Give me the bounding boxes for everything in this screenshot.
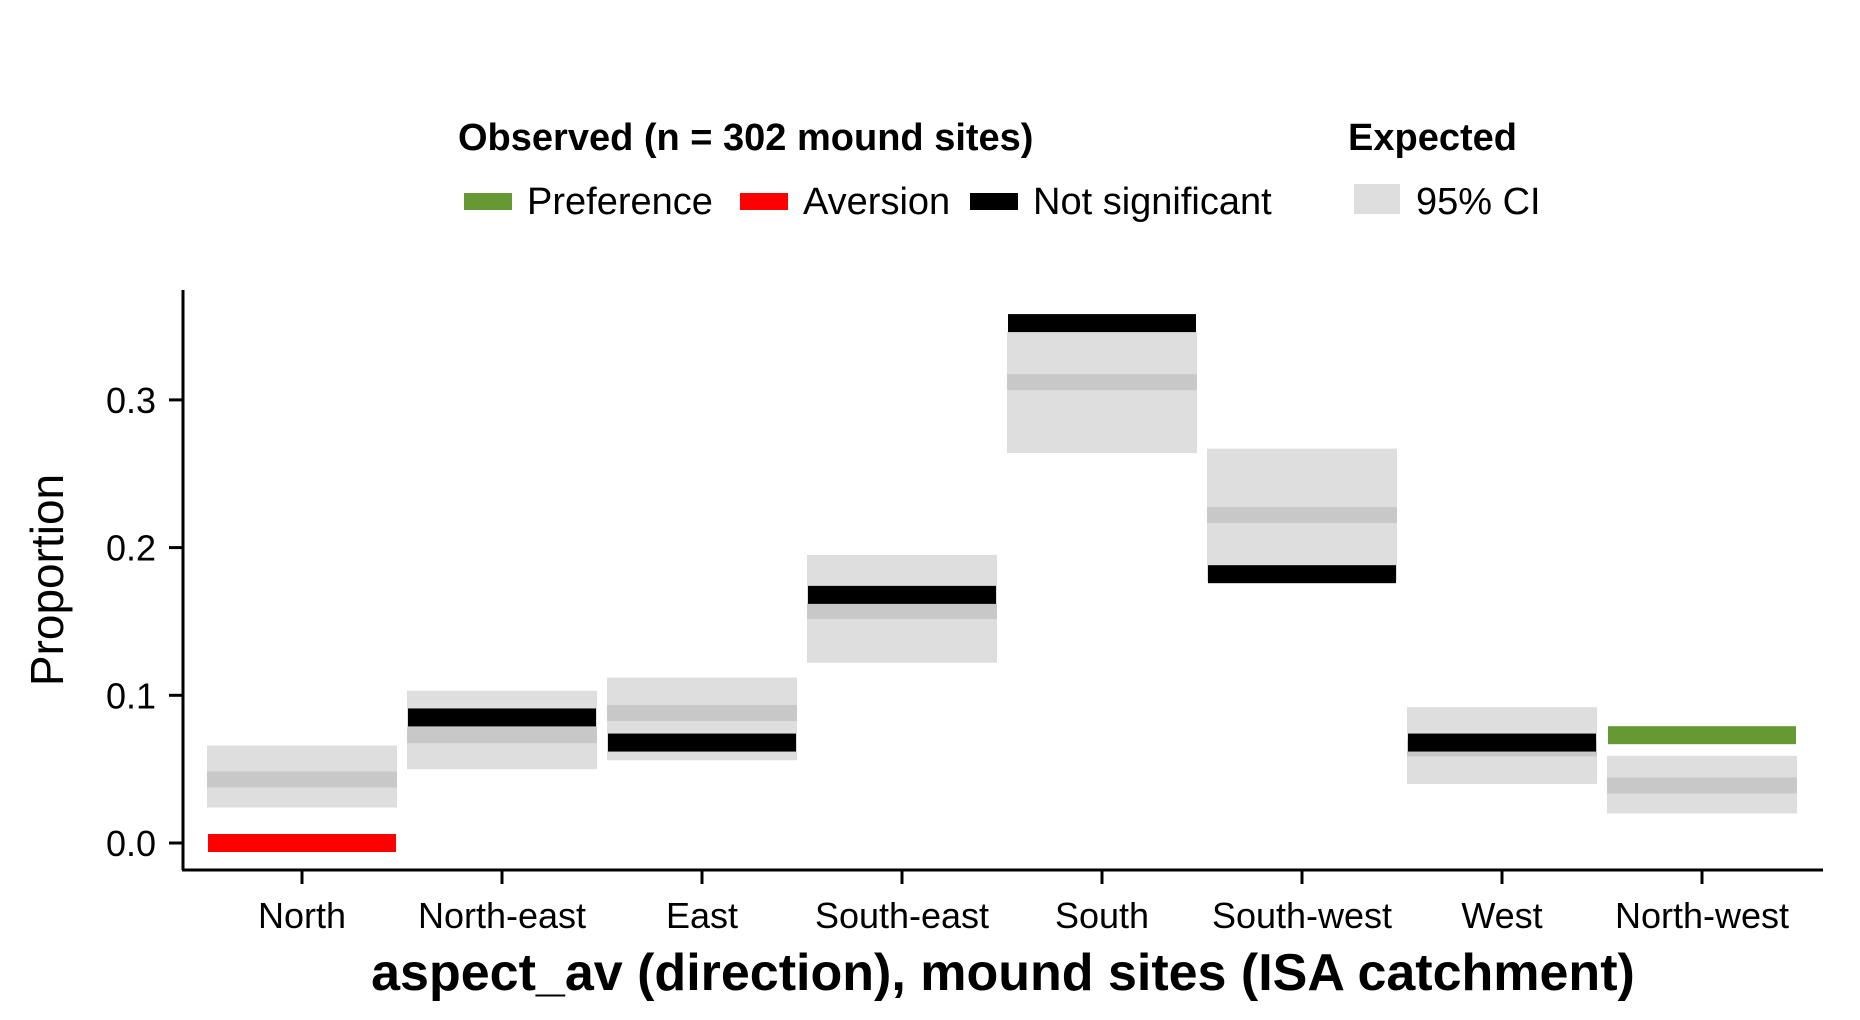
legend-label-aversion: Aversion — [803, 181, 950, 223]
observed-bar-east — [608, 733, 796, 752]
x-tick-label-north-east: North-east — [418, 895, 586, 936]
legend-swatch-not-significant — [970, 193, 1018, 210]
x-tick-label-south-east: South-east — [815, 895, 989, 936]
y-ticks: 0.0 0.1 0.2 0.3 — [106, 380, 183, 864]
legend: Observed (n = 302 mound sites) Preferenc… — [458, 117, 1541, 223]
expected-lines — [207, 374, 1797, 794]
observed-bar-south-east — [808, 585, 996, 604]
legend-label-not-significant: Not significant — [1033, 181, 1272, 223]
x-tick-label-north: North — [258, 895, 346, 936]
x-tick-label-east: East — [666, 895, 738, 936]
x-tick-label-north-west: North-west — [1615, 895, 1789, 936]
legend-label-preference: Preference — [527, 181, 713, 223]
observed-bar-south — [1008, 314, 1196, 333]
observed-bars — [208, 314, 1796, 852]
x-axis-title: aspect_av (direction), mound sites (ISA … — [371, 944, 1635, 1002]
expected-line-south-east — [807, 603, 997, 620]
expected-line-north — [207, 771, 397, 788]
x-ticks: North North-east East South-east South South-… — [258, 870, 1789, 936]
legend-swatch-preference — [464, 193, 512, 210]
observed-bar-west — [1408, 733, 1596, 752]
y-axis-title: Proportion — [21, 474, 73, 686]
legend-swatch-ci — [1354, 184, 1400, 214]
observed-bar-north-west — [1608, 726, 1796, 745]
observed-bar-north-east — [408, 708, 596, 727]
x-tick-label-south: South — [1055, 895, 1149, 936]
y-tick-label: 0.0 — [106, 823, 156, 864]
y-tick-label: 0.1 — [106, 675, 156, 716]
ci-band-south — [1007, 331, 1197, 454]
expected-line-south — [1007, 374, 1197, 391]
observed-bar-south-west — [1208, 565, 1396, 584]
y-tick-label: 0.3 — [106, 380, 156, 421]
expected-line-east — [607, 705, 797, 722]
expected-line-north-west — [1607, 777, 1797, 794]
expected-line-north-east — [407, 727, 597, 744]
observed-bar-north — [208, 834, 396, 852]
legend-swatch-aversion — [740, 193, 788, 210]
expected-line-south-west — [1207, 507, 1397, 524]
y-tick-label: 0.2 — [106, 528, 156, 569]
x-tick-label-west: West — [1461, 895, 1542, 936]
legend-label-ci: 95% CI — [1416, 181, 1541, 223]
x-tick-label-south-west: South-west — [1212, 895, 1392, 936]
legend-expected-title: Expected — [1348, 117, 1517, 159]
legend-observed-title: Observed (n = 302 mound sites) — [458, 117, 1033, 159]
